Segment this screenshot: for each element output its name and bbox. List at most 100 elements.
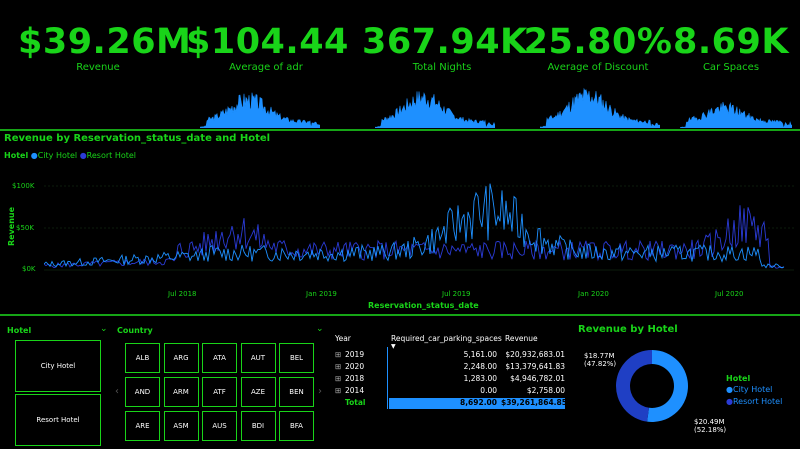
y-tick: $50K	[16, 224, 34, 232]
donut-label-city: $20.49M (52.18%)	[694, 418, 726, 434]
expand-icon[interactable]: ⊞	[335, 374, 342, 383]
donut-legend: Hotel ●City Hotel ●Resort Hotel	[726, 374, 782, 406]
sparkline-nights	[375, 91, 495, 128]
column-divider	[387, 347, 388, 409]
sparkline-adr	[200, 92, 320, 128]
hotel-slicer-item-city[interactable]: City Hotel	[15, 340, 101, 392]
country-tile-aze[interactable]: AZE	[240, 377, 276, 407]
donut-legend-item-resort[interactable]: ●Resort Hotel	[726, 397, 782, 406]
y-tick: $100K	[12, 182, 35, 190]
cell-total-label: Total	[345, 398, 366, 407]
x-tick: Jan 2020	[578, 290, 609, 298]
country-tile-aus[interactable]: AUS	[202, 411, 237, 441]
expand-icon[interactable]: ⊞	[335, 386, 342, 395]
country-tile-bfa[interactable]: BFA	[279, 411, 314, 441]
legend-dot-icon: ●	[30, 151, 38, 160]
table-row[interactable]: ⊞ 2014 0.00 $2,758.00	[335, 386, 575, 398]
donut-legend-title: Hotel	[726, 374, 751, 383]
cell-year: 2014	[345, 386, 365, 395]
legend-item-resort[interactable]: Resort Hotel	[86, 151, 137, 160]
cell-total-revenue: $39,261,864.85	[501, 398, 567, 407]
country-tile-bel[interactable]: BEL	[279, 343, 314, 373]
country-tile-atf[interactable]: ATF	[202, 377, 237, 407]
country-tile-bdi[interactable]: BDI	[240, 411, 276, 441]
x-tick: Jul 2020	[715, 290, 744, 298]
x-tick: Jul 2018	[168, 290, 197, 298]
series-city-hotel	[44, 183, 785, 269]
chevron-down-icon[interactable]: ⌄	[316, 324, 324, 334]
country-tile-ben[interactable]: BEN	[279, 377, 314, 407]
country-tile-aut[interactable]: AUT	[240, 343, 276, 373]
country-tile-asm[interactable]: ASM	[163, 411, 199, 441]
legend-title: Hotel	[4, 151, 29, 160]
country-tile-arg[interactable]: ARG	[163, 343, 199, 373]
cell-parking: 5,161.00	[463, 350, 497, 359]
section-divider	[0, 129, 800, 131]
cell-year: 2018	[345, 374, 365, 383]
country-tile-alb[interactable]: ALB	[125, 343, 160, 373]
table-total-row: Total 8,692.00 $39,261,864.85	[335, 398, 575, 410]
table-header-row: Year Required_car_parking_spaces Revenue	[335, 334, 575, 346]
country-slicer-title: Country	[117, 326, 153, 335]
cell-parking: 2,248.00	[463, 362, 497, 371]
y-axis-label: Revenue	[7, 206, 17, 247]
cell-revenue: $20,932,683.01	[505, 350, 565, 359]
legend-item-city[interactable]: City Hotel	[37, 151, 78, 160]
column-header-year[interactable]: Year	[335, 334, 351, 343]
legend-dot-icon: ●	[726, 397, 733, 406]
expand-icon[interactable]: ⊞	[335, 350, 342, 359]
cell-total-parking: 8,692.00	[459, 398, 497, 407]
donut-value: $20.49M	[694, 418, 725, 426]
chevron-left-icon[interactable]: ‹	[115, 386, 119, 397]
x-tick: Jul 2019	[442, 290, 471, 298]
hotel-slicer-item-resort[interactable]: Resort Hotel	[15, 394, 101, 446]
donut-pct: (47.82%)	[584, 360, 617, 368]
donut-slice-resort	[616, 350, 652, 422]
revenue-donut-chart[interactable]	[610, 340, 694, 432]
year-table: Year Required_car_parking_spaces Revenue…	[335, 334, 575, 412]
line-chart-title: Revenue by Reservation_status_date and H…	[4, 133, 271, 144]
kpi-label: Average of Discount	[547, 62, 649, 73]
cell-parking: 1,283.00	[463, 374, 497, 383]
cell-parking: 0.00	[480, 386, 497, 395]
chevron-down-icon[interactable]: ⌄	[100, 324, 108, 334]
line-chart-legend: Hotel ●City Hotel ●Resort Hotel	[4, 151, 136, 160]
chevron-right-icon[interactable]: ›	[318, 386, 322, 397]
cell-revenue: $2,758.00	[526, 386, 565, 395]
kpi-value: 367.94K	[362, 22, 528, 62]
expand-icon[interactable]: ⊞	[335, 362, 342, 371]
x-tick: Jan 2019	[306, 290, 337, 298]
kpi-value: 25.80%	[523, 22, 673, 62]
table-row[interactable]: ⊞ 2019 5,161.00 $20,932,683.01	[335, 350, 575, 362]
y-tick: $0K	[22, 265, 36, 273]
kpi-label: Average of adr	[229, 62, 303, 73]
country-tile-ata[interactable]: ATA	[202, 343, 237, 373]
donut-pct: (52.18%)	[694, 426, 727, 434]
column-header-revenue[interactable]: Revenue	[505, 334, 538, 343]
donut-label-resort: $18.77M (47.82%)	[584, 352, 616, 368]
hotel-slicer-title: Hotel	[7, 326, 32, 335]
table-row[interactable]: ⊞ 2018 1,283.00 $4,946,782.01	[335, 374, 575, 386]
sparkline-discount	[540, 87, 660, 128]
kpi-value: $39.26M	[18, 22, 192, 62]
donut-chart-title: Revenue by Hotel	[578, 324, 678, 335]
country-tile-arm[interactable]: ARM	[163, 377, 199, 407]
legend-dot-icon: ●	[79, 151, 87, 160]
table-row[interactable]: ⊞ 2020 2,248.00 $13,379,641.83	[335, 362, 575, 374]
column-header-parking[interactable]: Required_car_parking_spaces	[391, 334, 502, 343]
donut-legend-item-city[interactable]: ●City Hotel	[726, 385, 782, 394]
legend-label: Resort Hotel	[732, 397, 783, 406]
kpi-label: Revenue	[76, 62, 120, 73]
cell-revenue: $4,946,782.01	[510, 374, 565, 383]
revenue-line-chart[interactable]	[44, 170, 794, 276]
kpi-value: 8.69K	[673, 22, 789, 62]
kpi-value: $104.44	[186, 22, 349, 62]
country-tile-are[interactable]: ARE	[125, 411, 160, 441]
series-resort-hotel	[44, 205, 785, 269]
kpi-label: Total Nights	[412, 62, 472, 73]
cell-year: 2020	[345, 362, 365, 371]
cell-year: 2019	[345, 350, 365, 359]
country-tile-and[interactable]: AND	[125, 377, 160, 407]
sort-descending-icon[interactable]: ▼	[391, 343, 396, 350]
donut-value: $18.77M	[584, 352, 615, 360]
